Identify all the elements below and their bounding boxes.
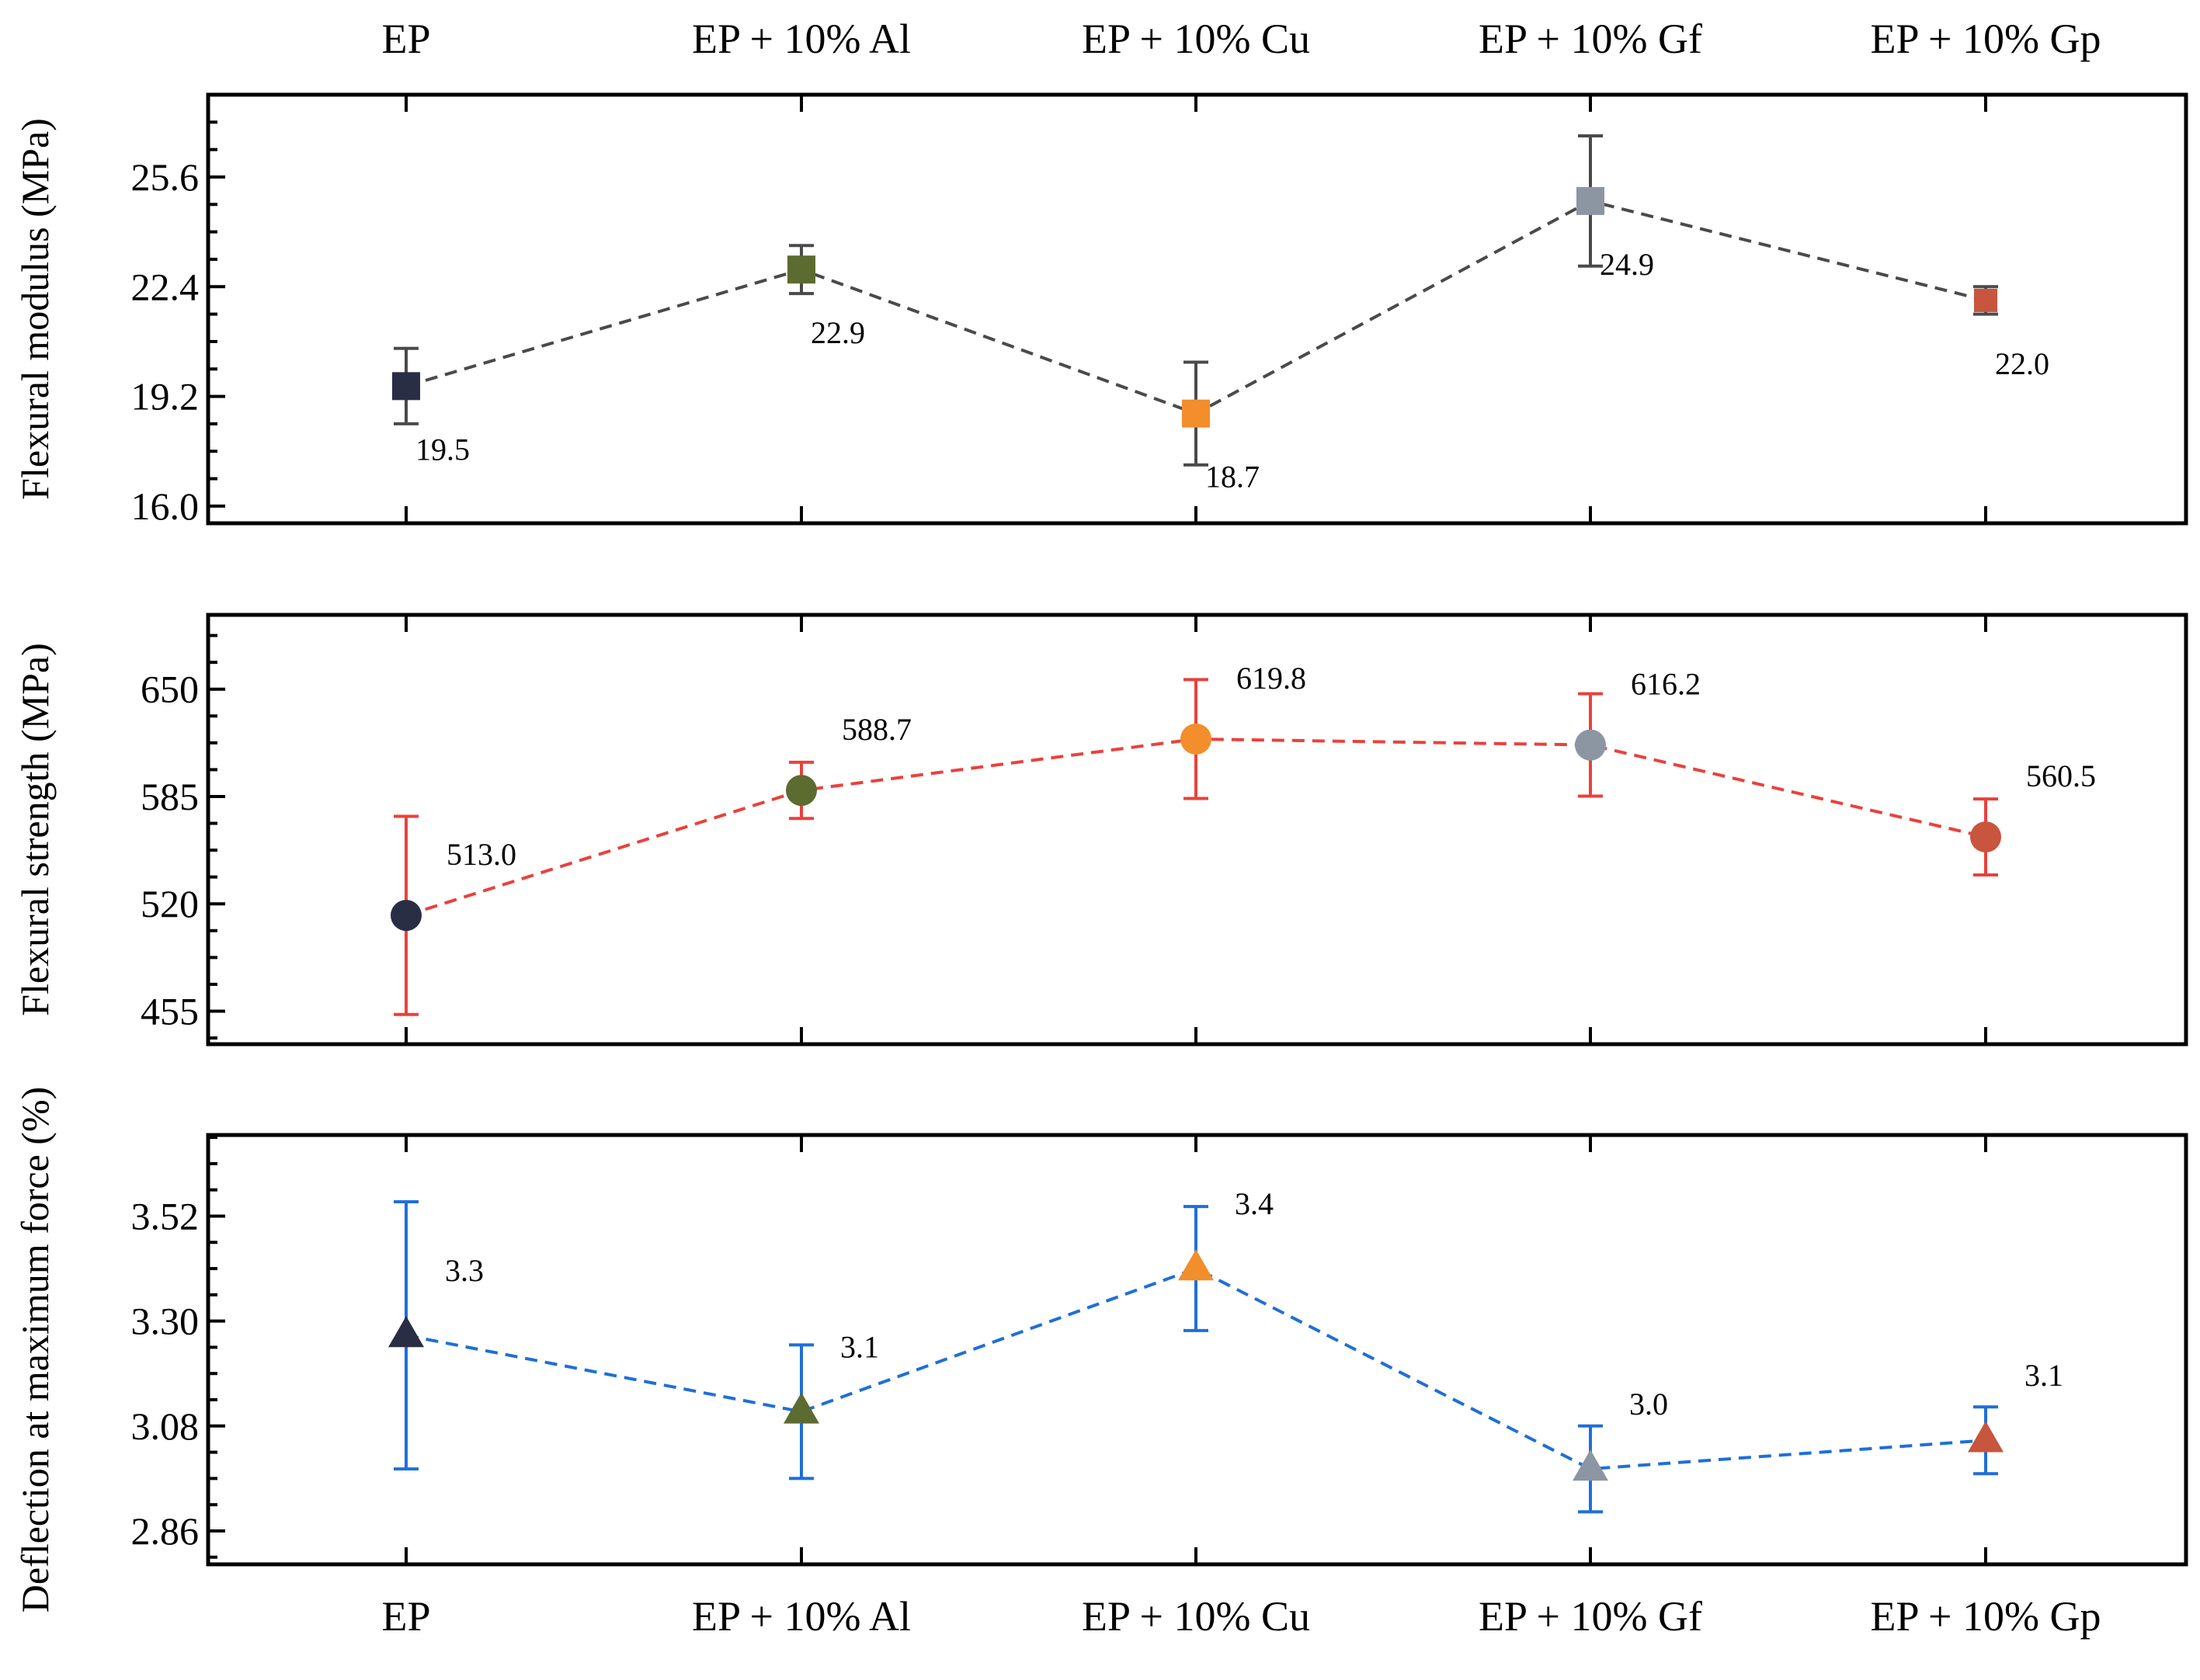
data-label: 3.1	[840, 1329, 879, 1364]
bottom-category-label: EP + 10% Cu	[1082, 1593, 1310, 1640]
data-label: 3.3	[445, 1253, 484, 1288]
data-point	[1178, 1249, 1214, 1281]
data-label: 24.9	[1600, 247, 1654, 282]
y-tick-label: 25.6	[131, 155, 200, 199]
data-label: 3.4	[1235, 1186, 1274, 1221]
bottom-category-label: EP + 10% Al	[692, 1593, 911, 1640]
bottom-category-label: EP + 10% Gf	[1479, 1593, 1702, 1640]
data-point	[1970, 821, 2001, 853]
y-tick-label: 22.4	[131, 265, 200, 308]
data-point	[786, 775, 817, 807]
data-point	[787, 255, 815, 284]
data-label: 588.7	[842, 712, 912, 747]
y-tick-label: 3.52	[131, 1194, 200, 1237]
data-point	[1968, 1421, 2004, 1453]
y-tick-label: 455	[141, 989, 199, 1033]
panel-1: 16.0 19.2 22.4 25.6 Flexural modulus (MPa) 19…	[13, 92, 2188, 528]
data-label: 560.5	[2026, 758, 2096, 793]
data-label: 616.2	[1631, 667, 1701, 702]
y-tick-label: 3.30	[131, 1300, 200, 1343]
y-tick-label: 650	[141, 668, 199, 711]
data-point	[1182, 399, 1210, 428]
data-label: 18.7	[1205, 460, 1260, 495]
y-tick-label: 585	[141, 775, 199, 818]
top-category-label: EP + 10% Al	[692, 16, 911, 62]
series-line	[405, 1266, 1986, 1471]
y-tick-label: 3.08	[131, 1404, 200, 1448]
top-category-label: EP	[381, 16, 430, 62]
y-axis-label: Flexural strength (MPa)	[13, 643, 57, 1015]
y-tick-label: 19.2	[131, 375, 200, 418]
data-point	[1575, 729, 1606, 761]
data-point	[392, 372, 420, 401]
data-point	[388, 1316, 424, 1348]
top-category-label: EP + 10% Cu	[1082, 16, 1310, 62]
data-point	[784, 1392, 819, 1424]
data-point	[391, 900, 422, 932]
data-point	[1576, 186, 1604, 215]
data-point	[1573, 1449, 1608, 1481]
panel-2: 455 520 585 650 Flexural strength (MPa) 513.0…	[13, 613, 2188, 1047]
y-tick-label: 520	[141, 882, 199, 925]
data-label: 513.0	[447, 837, 516, 872]
top-category-label: EP + 10% Gf	[1479, 16, 1702, 62]
data-label: 19.5	[415, 432, 470, 467]
y-tick-label: 16.0	[131, 484, 200, 528]
axes-frame	[206, 1133, 2188, 1567]
panel-3: 2.86 3.08 3.30 3.52 Deflection at maximum fo…	[13, 1087, 2188, 1613]
bottom-category-label: EP + 10% Gp	[1871, 1593, 2101, 1640]
data-label: 3.0	[1629, 1387, 1668, 1421]
top-category-label: EP + 10% Gp	[1871, 16, 2101, 62]
y-tick-label: 2.86	[131, 1509, 200, 1553]
y-axis-label: Deflection at maximum force (%)	[13, 1087, 57, 1613]
bottom-category-label: EP	[381, 1593, 430, 1640]
data-label: 619.8	[1236, 661, 1306, 696]
data-label: 22.0	[1995, 346, 2049, 381]
y-axis-label: Flexural modulus (MPa)	[13, 118, 57, 500]
data-point	[1974, 288, 1997, 312]
data-label: 22.9	[811, 315, 865, 350]
data-point	[1180, 723, 1211, 755]
data-label: 3.1	[2024, 1358, 2063, 1393]
